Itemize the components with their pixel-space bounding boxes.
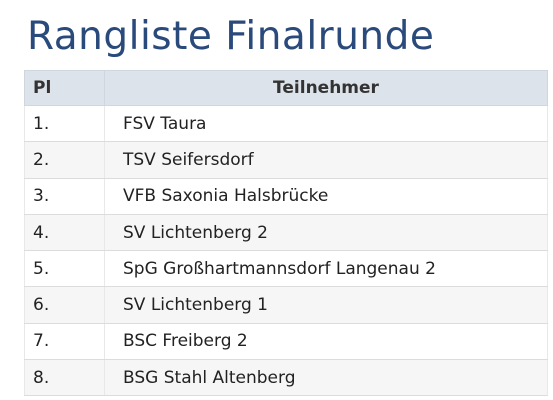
rank-cell: 4. xyxy=(24,213,105,252)
page-title: Rangliste Finalrunde xyxy=(27,14,435,59)
table-row: 8. BSG Stahl Altenberg xyxy=(24,359,548,397)
table-row: 3. VFB Saxonia Halsbrücke xyxy=(24,177,548,215)
table-row: 6. SV Lichtenberg 1 xyxy=(24,286,548,324)
team-cell: FSV Taura xyxy=(104,104,548,143)
team-cell: SV Lichtenberg 2 xyxy=(104,213,548,252)
rank-cell: 2. xyxy=(24,141,105,179)
rank-cell: 8. xyxy=(24,359,105,397)
rank-cell: 7. xyxy=(24,322,105,361)
column-header: Teilnehmer xyxy=(104,70,548,106)
table-body: 1. FSV Taura 2. TSV Seifersdorf 3. VFB Saxoni… xyxy=(24,104,548,397)
table-row: 4. SV Lichtenberg 2 xyxy=(24,213,548,252)
table-row: 7. BSC Freiberg 2 xyxy=(24,322,548,361)
team-cell: TSV Seifersdorf xyxy=(104,141,548,179)
team-cell: VFB Saxonia Halsbrücke xyxy=(104,177,548,215)
rank-cell: 1. xyxy=(24,104,105,143)
rank-cell: 6. xyxy=(24,286,105,324)
rank-cell: 3. xyxy=(24,177,105,215)
column-header: Pl xyxy=(24,70,105,106)
ranking-table: Pl Teilnehmer 1. FSV Taura 2. TSV Seifersdo… xyxy=(24,70,548,397)
table-row: 5. SpG Großhartmannsdorf Langenau 2 xyxy=(24,250,548,288)
team-cell: SpG Großhartmannsdorf Langenau 2 xyxy=(104,250,548,288)
team-cell: BSG Stahl Altenberg xyxy=(104,359,548,397)
team-cell: BSC Freiberg 2 xyxy=(104,322,548,361)
rank-cell: 5. xyxy=(24,250,105,288)
team-cell: SV Lichtenberg 1 xyxy=(104,286,548,324)
table-row: 1. FSV Taura xyxy=(24,104,548,143)
header-row: Pl Teilnehmer xyxy=(24,70,548,106)
table-row: 2. TSV Seifersdorf xyxy=(24,141,548,179)
